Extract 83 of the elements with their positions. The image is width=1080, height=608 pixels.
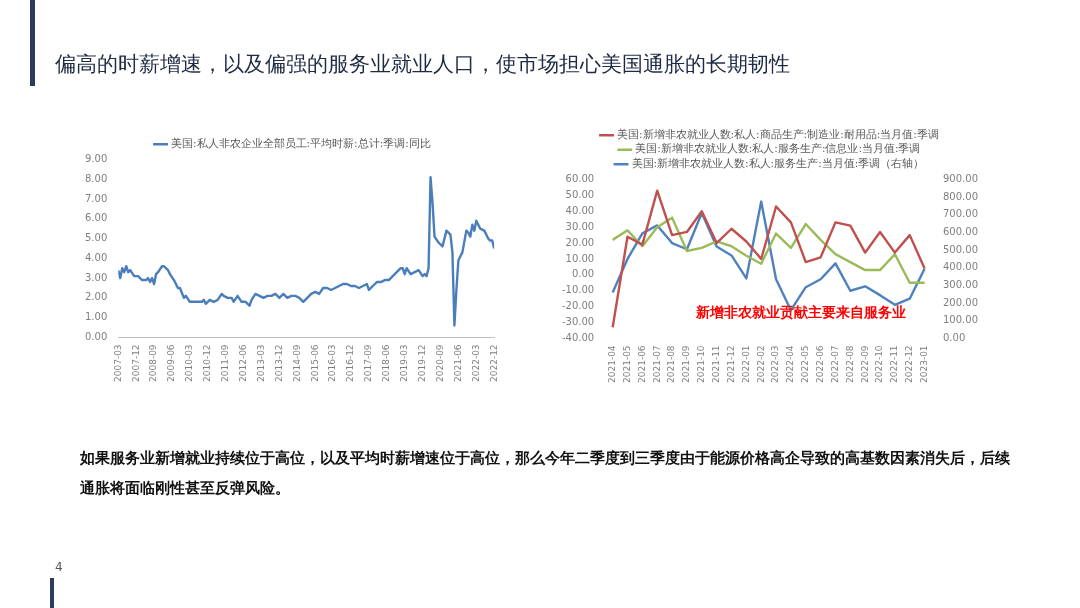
x-tick-label: 2021-12 [725, 345, 736, 384]
x-tick-label: 2022-05 [800, 345, 811, 384]
legend-label: 美国:新增非农就业人数:私人:商品生产:制造业:耐用品:当月值:季调 [616, 127, 939, 140]
x-tick-label: 2022-03 [470, 344, 481, 383]
x-tick-label: 2021-04 [607, 345, 618, 384]
x-tick-label: 2022-04 [785, 345, 796, 384]
x-tick-label: 2022-07 [829, 345, 840, 384]
y2-tick-label: 200.00 [943, 296, 979, 308]
y-tick-label: 7.00 [85, 192, 108, 204]
y2-tick-label: 100.00 [943, 314, 979, 326]
y-tick-label: 0.00 [571, 268, 595, 280]
x-tick-label: 2009-06 [166, 344, 177, 383]
y2-tick-label: 500.00 [943, 243, 979, 255]
x-tick-label: 2023-01 [918, 345, 929, 384]
x-tick-label: 2013-12 [273, 344, 284, 383]
x-tick-label: 2022-09 [859, 345, 870, 384]
x-tick-label: 2022-02 [755, 345, 766, 384]
text: 如果服务业新增就业持续位于高位，以及平均时薪增速位于高位，那么今年二季度到三季度由于能源价格高企导致的高基数因素消失后，后续通胀将面临刚性甚至反弹风险。 [80, 448, 1010, 499]
y-tick-label: 8.00 [85, 172, 108, 184]
y-tick-label: 60.00 [565, 173, 595, 185]
x-tick-label: 2022-03 [770, 345, 781, 384]
y-tick-label: 6.00 [85, 212, 108, 224]
y-tick-label: -10.00 [561, 284, 595, 296]
x-tick-label: 2010-12 [202, 344, 213, 383]
x-tick-label: 2021-05 [621, 345, 632, 384]
y-tick-label: 50.00 [565, 188, 595, 200]
x-tick-label: 2016-12 [345, 344, 356, 383]
x-tick-label: 2021-07 [651, 345, 662, 384]
x-tick-label: 2021-11 [710, 345, 721, 384]
x-tick-label: 2021-06 [636, 345, 647, 384]
legend-label: 美国:新增非农就业人数:私人:服务生产:信息业:当月值:季调 [635, 142, 921, 155]
y-tick-label: 0.00 [85, 330, 108, 342]
y-tick-label: 30.00 [565, 220, 595, 232]
y2-tick-label: 300.00 [943, 279, 979, 291]
x-tick-label: 2008-09 [148, 344, 159, 383]
x-tick-label: 2021-09 [681, 345, 692, 384]
x-tick-label: 2022-12 [904, 345, 915, 384]
y-tick-label: 3.00 [85, 271, 108, 283]
y2-tick-label: 0.00 [943, 331, 966, 343]
y-tick-label: -40.00 [561, 331, 595, 343]
y-tick-label: 20.00 [565, 236, 595, 248]
x-tick-label: 2017-09 [363, 344, 374, 383]
y-tick-label: 10.00 [565, 252, 595, 264]
x-tick-label: 2021-10 [696, 345, 707, 384]
x-tick-label: 2022-06 [814, 345, 825, 384]
y-tick-label: -20.00 [561, 300, 595, 312]
x-tick-label: 2011-09 [220, 344, 231, 383]
y-tick-label: 1.00 [85, 311, 108, 323]
y2-tick-label: 800.00 [943, 190, 979, 202]
chart-title: 偏高的时薪增速，以及偏强的服务业就业人口，使市场担心美国通胀的长期韧性 [55, 51, 790, 78]
x-tick-label: 2007-12 [130, 344, 141, 383]
x-tick-label: 2016-03 [327, 344, 338, 383]
x-tick-label: 2019-03 [399, 344, 410, 383]
x-tick-label: 2007-03 [112, 344, 123, 383]
x-tick-label: 2022-08 [844, 345, 855, 384]
x-tick-label: 2022-01 [740, 345, 751, 384]
legend-label: 美国:私人非农企业全部员工:平均时薪:总计:季调:同比 [171, 136, 431, 149]
x-tick-label: 2012-06 [237, 344, 248, 383]
x-tick-label: 2022-10 [874, 345, 885, 384]
y2-tick-label: 700.00 [943, 208, 979, 220]
y-tick-label: 5.00 [85, 232, 108, 244]
x-tick-label: 2015-06 [309, 344, 320, 383]
y-tick-label: 40.00 [565, 204, 595, 216]
y2-tick-label: 600.00 [943, 226, 979, 238]
annotation: 新增非农就业贡献主要来自服务业 [695, 304, 907, 321]
x-tick-label: 2014-09 [291, 344, 302, 383]
x-tick-label: 2021-06 [452, 344, 463, 383]
y-tick-label: 9.00 [85, 153, 108, 165]
y2-tick-label: 900.00 [943, 173, 979, 185]
x-tick-label: 2010-03 [184, 344, 195, 383]
y-tick-label: 4.00 [85, 251, 108, 263]
x-tick-label: 2013-03 [255, 344, 266, 383]
x-tick-label: 2022-11 [889, 345, 900, 384]
x-tick-label: 2020-09 [434, 344, 445, 383]
x-tick-label: 2021-08 [666, 345, 677, 384]
x-tick-label: 2022-12 [488, 344, 499, 383]
y2-tick-label: 400.00 [943, 261, 979, 273]
y-tick-label: 2.00 [85, 291, 108, 303]
x-tick-label: 2019-12 [416, 344, 427, 383]
legend-label: 美国:新增非农就业人数:私人:服务生产:当月值:季调（右轴） [631, 156, 925, 169]
text: 4 [55, 560, 63, 574]
x-tick-label: 2018-06 [381, 344, 392, 383]
y-tick-label: -30.00 [561, 316, 595, 328]
